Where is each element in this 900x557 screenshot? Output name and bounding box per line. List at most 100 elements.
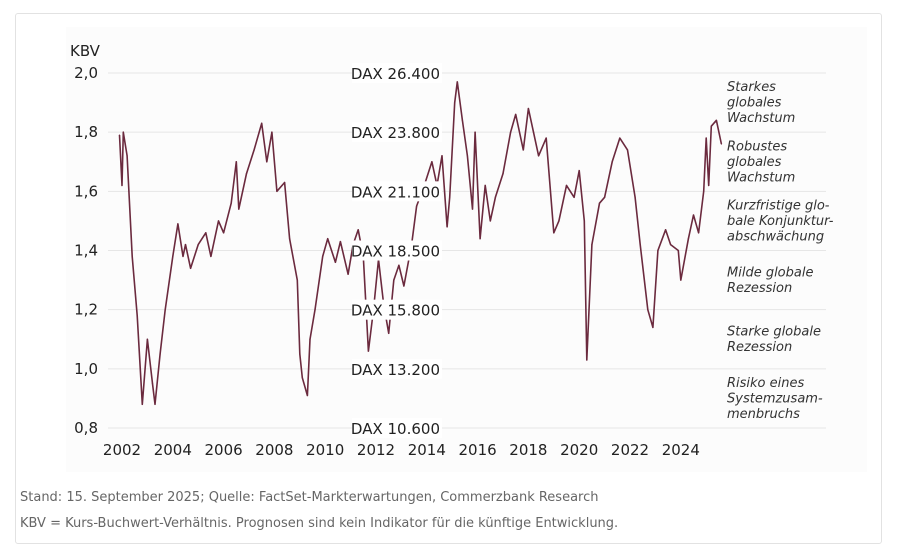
- kbv-data-point: [537, 155, 540, 157]
- kbv-data-point: [502, 172, 504, 175]
- kbv-data-point: [431, 161, 433, 163]
- kbv-data-point: [416, 205, 418, 207]
- scenario-label-line: abschwächung: [727, 229, 824, 244]
- kbv-data-point: [680, 279, 682, 281]
- scenario-label-line: Wachstum: [727, 111, 795, 126]
- dax-label-background: [352, 122, 442, 143]
- kbv-data-point: [449, 196, 451, 198]
- kbv-data-point: [197, 243, 199, 246]
- kbv-data-point: [306, 394, 309, 397]
- kbv-data-point: [266, 161, 268, 163]
- kbv-data-point: [578, 170, 580, 172]
- kbv-data-point: [322, 255, 324, 258]
- kbv-data-point: [461, 119, 463, 121]
- y-tick-label: 1,8: [74, 123, 98, 141]
- scenario-label-line: menbruchs: [727, 407, 800, 422]
- kbv-data-point: [715, 119, 717, 121]
- kbv-data-point: [245, 172, 248, 175]
- kbv-data-point: [210, 255, 212, 258]
- y-tick-label: 1,6: [74, 182, 98, 200]
- scenario-label-line: Wachstum: [727, 170, 795, 185]
- kbv-data-point: [121, 184, 123, 187]
- kbv-data-point: [647, 309, 649, 311]
- kbv-data-point: [182, 255, 184, 258]
- kbv-data-point: [301, 377, 303, 379]
- kbv-data-point: [398, 264, 400, 266]
- scenario-label-line: Robustes: [727, 139, 787, 154]
- kbv-data-point: [327, 238, 329, 240]
- kbv-data-point: [289, 238, 291, 240]
- kbv-data-point: [545, 137, 547, 139]
- dax-label-background: [352, 63, 442, 83]
- kbv-data-point: [657, 249, 659, 252]
- kbv-data-point: [189, 267, 192, 269]
- y-axis-ticks: 2,0 1,8 1,6 1,4 1,2 1,0 0,8: [74, 64, 98, 437]
- y-tick-label: 1,4: [74, 242, 98, 260]
- kbv-data-point: [299, 353, 301, 355]
- kbv-data-point: [558, 220, 560, 222]
- kbv-data-point: [334, 261, 336, 263]
- kbv-data-point: [532, 131, 535, 133]
- kbv-data-point: [367, 350, 369, 352]
- y-axis-label: KBV: [70, 42, 101, 60]
- kbv-data-point: [177, 223, 179, 225]
- kbv-data-point: [357, 229, 359, 231]
- x-tick-label: 2004: [154, 441, 192, 459]
- kbv-data-point: [388, 332, 390, 334]
- kbv-data-point: [136, 314, 138, 317]
- kbv-data-point: [151, 383, 154, 385]
- kbv-data-point: [223, 232, 225, 234]
- dax-level-label: DAX 10.600: [351, 420, 440, 438]
- kbv-data-point: [441, 155, 443, 157]
- dax-level-label: DAX 26.400: [351, 65, 440, 83]
- kbv-data-point: [184, 243, 187, 246]
- kbv-data-point: [283, 181, 286, 184]
- kbv-data-point: [664, 229, 667, 231]
- y-tick-label: 2,0: [74, 64, 98, 82]
- kbv-data-point: [604, 196, 606, 198]
- x-tick-label: 2024: [662, 441, 700, 459]
- dax-level-label: DAX 13.200: [351, 361, 440, 379]
- scenario-label-line: Rezession: [727, 281, 792, 296]
- x-tick-label: 2016: [459, 441, 497, 459]
- x-tick-label: 2006: [205, 441, 243, 459]
- kbv-data-point: [271, 131, 273, 133]
- kbv-data-point: [154, 403, 156, 405]
- kbv-data-point: [403, 285, 405, 287]
- plot-area: [66, 27, 867, 472]
- kbv-data-point: [456, 81, 458, 83]
- kbv-data-point: [634, 196, 636, 198]
- kbv-data-point: [276, 190, 278, 192]
- kbv-data-point: [235, 161, 237, 163]
- kbv-data-point: [670, 243, 672, 246]
- kbv-data-point: [720, 143, 723, 145]
- kbv-data-point: [583, 220, 585, 222]
- kbv-data-point: [619, 137, 621, 139]
- x-tick-label: 2014: [408, 441, 446, 459]
- kbv-data-point: [393, 279, 395, 281]
- scenario-label-line: bale Konjunktur-: [727, 214, 834, 229]
- kbv-data-point: [639, 243, 641, 246]
- kbv-data-point: [454, 101, 456, 104]
- kbv-data-point: [586, 359, 588, 361]
- kbv-data-point: [611, 161, 613, 163]
- kbv-data-point: [131, 255, 133, 258]
- kbv-data-point: [553, 232, 555, 234]
- kbv-data-point: [494, 196, 496, 198]
- kbv-data-point: [527, 107, 530, 110]
- kbv-data-point: [314, 309, 316, 311]
- scenario-label: Kurzfristige glo-bale Konjunktur-abschwä…: [727, 198, 834, 244]
- kbv-data-point: [347, 273, 349, 275]
- kbv-data-point: [446, 226, 448, 228]
- kbv-data-point: [489, 220, 491, 222]
- dax-label-background: [352, 181, 442, 202]
- scenario-label-line: Starkes: [727, 80, 776, 95]
- kbv-data-point: [118, 134, 121, 136]
- dax-level-label: DAX 18.500: [351, 243, 440, 261]
- kbv-data-point: [705, 137, 707, 139]
- kbv-data-point: [238, 208, 240, 210]
